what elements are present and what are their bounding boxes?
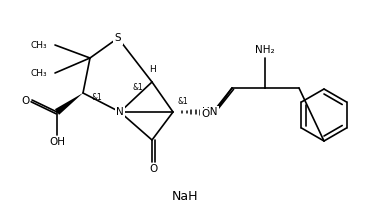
Text: NH₂: NH₂ [255, 45, 275, 55]
Text: &1: &1 [92, 92, 102, 102]
Text: H: H [150, 64, 156, 74]
Text: O: O [150, 164, 158, 174]
Text: O: O [21, 96, 29, 106]
Text: N: N [116, 107, 124, 117]
Text: CH₃: CH₃ [30, 69, 47, 77]
Text: CH₃: CH₃ [30, 41, 47, 49]
Text: S: S [115, 33, 121, 43]
Text: OH: OH [49, 137, 65, 147]
Text: &1: &1 [132, 84, 143, 92]
Polygon shape [55, 93, 83, 115]
Text: NaH: NaH [172, 191, 198, 204]
Text: O: O [201, 109, 209, 119]
Text: HN: HN [202, 107, 218, 117]
Text: &1: &1 [178, 97, 188, 107]
